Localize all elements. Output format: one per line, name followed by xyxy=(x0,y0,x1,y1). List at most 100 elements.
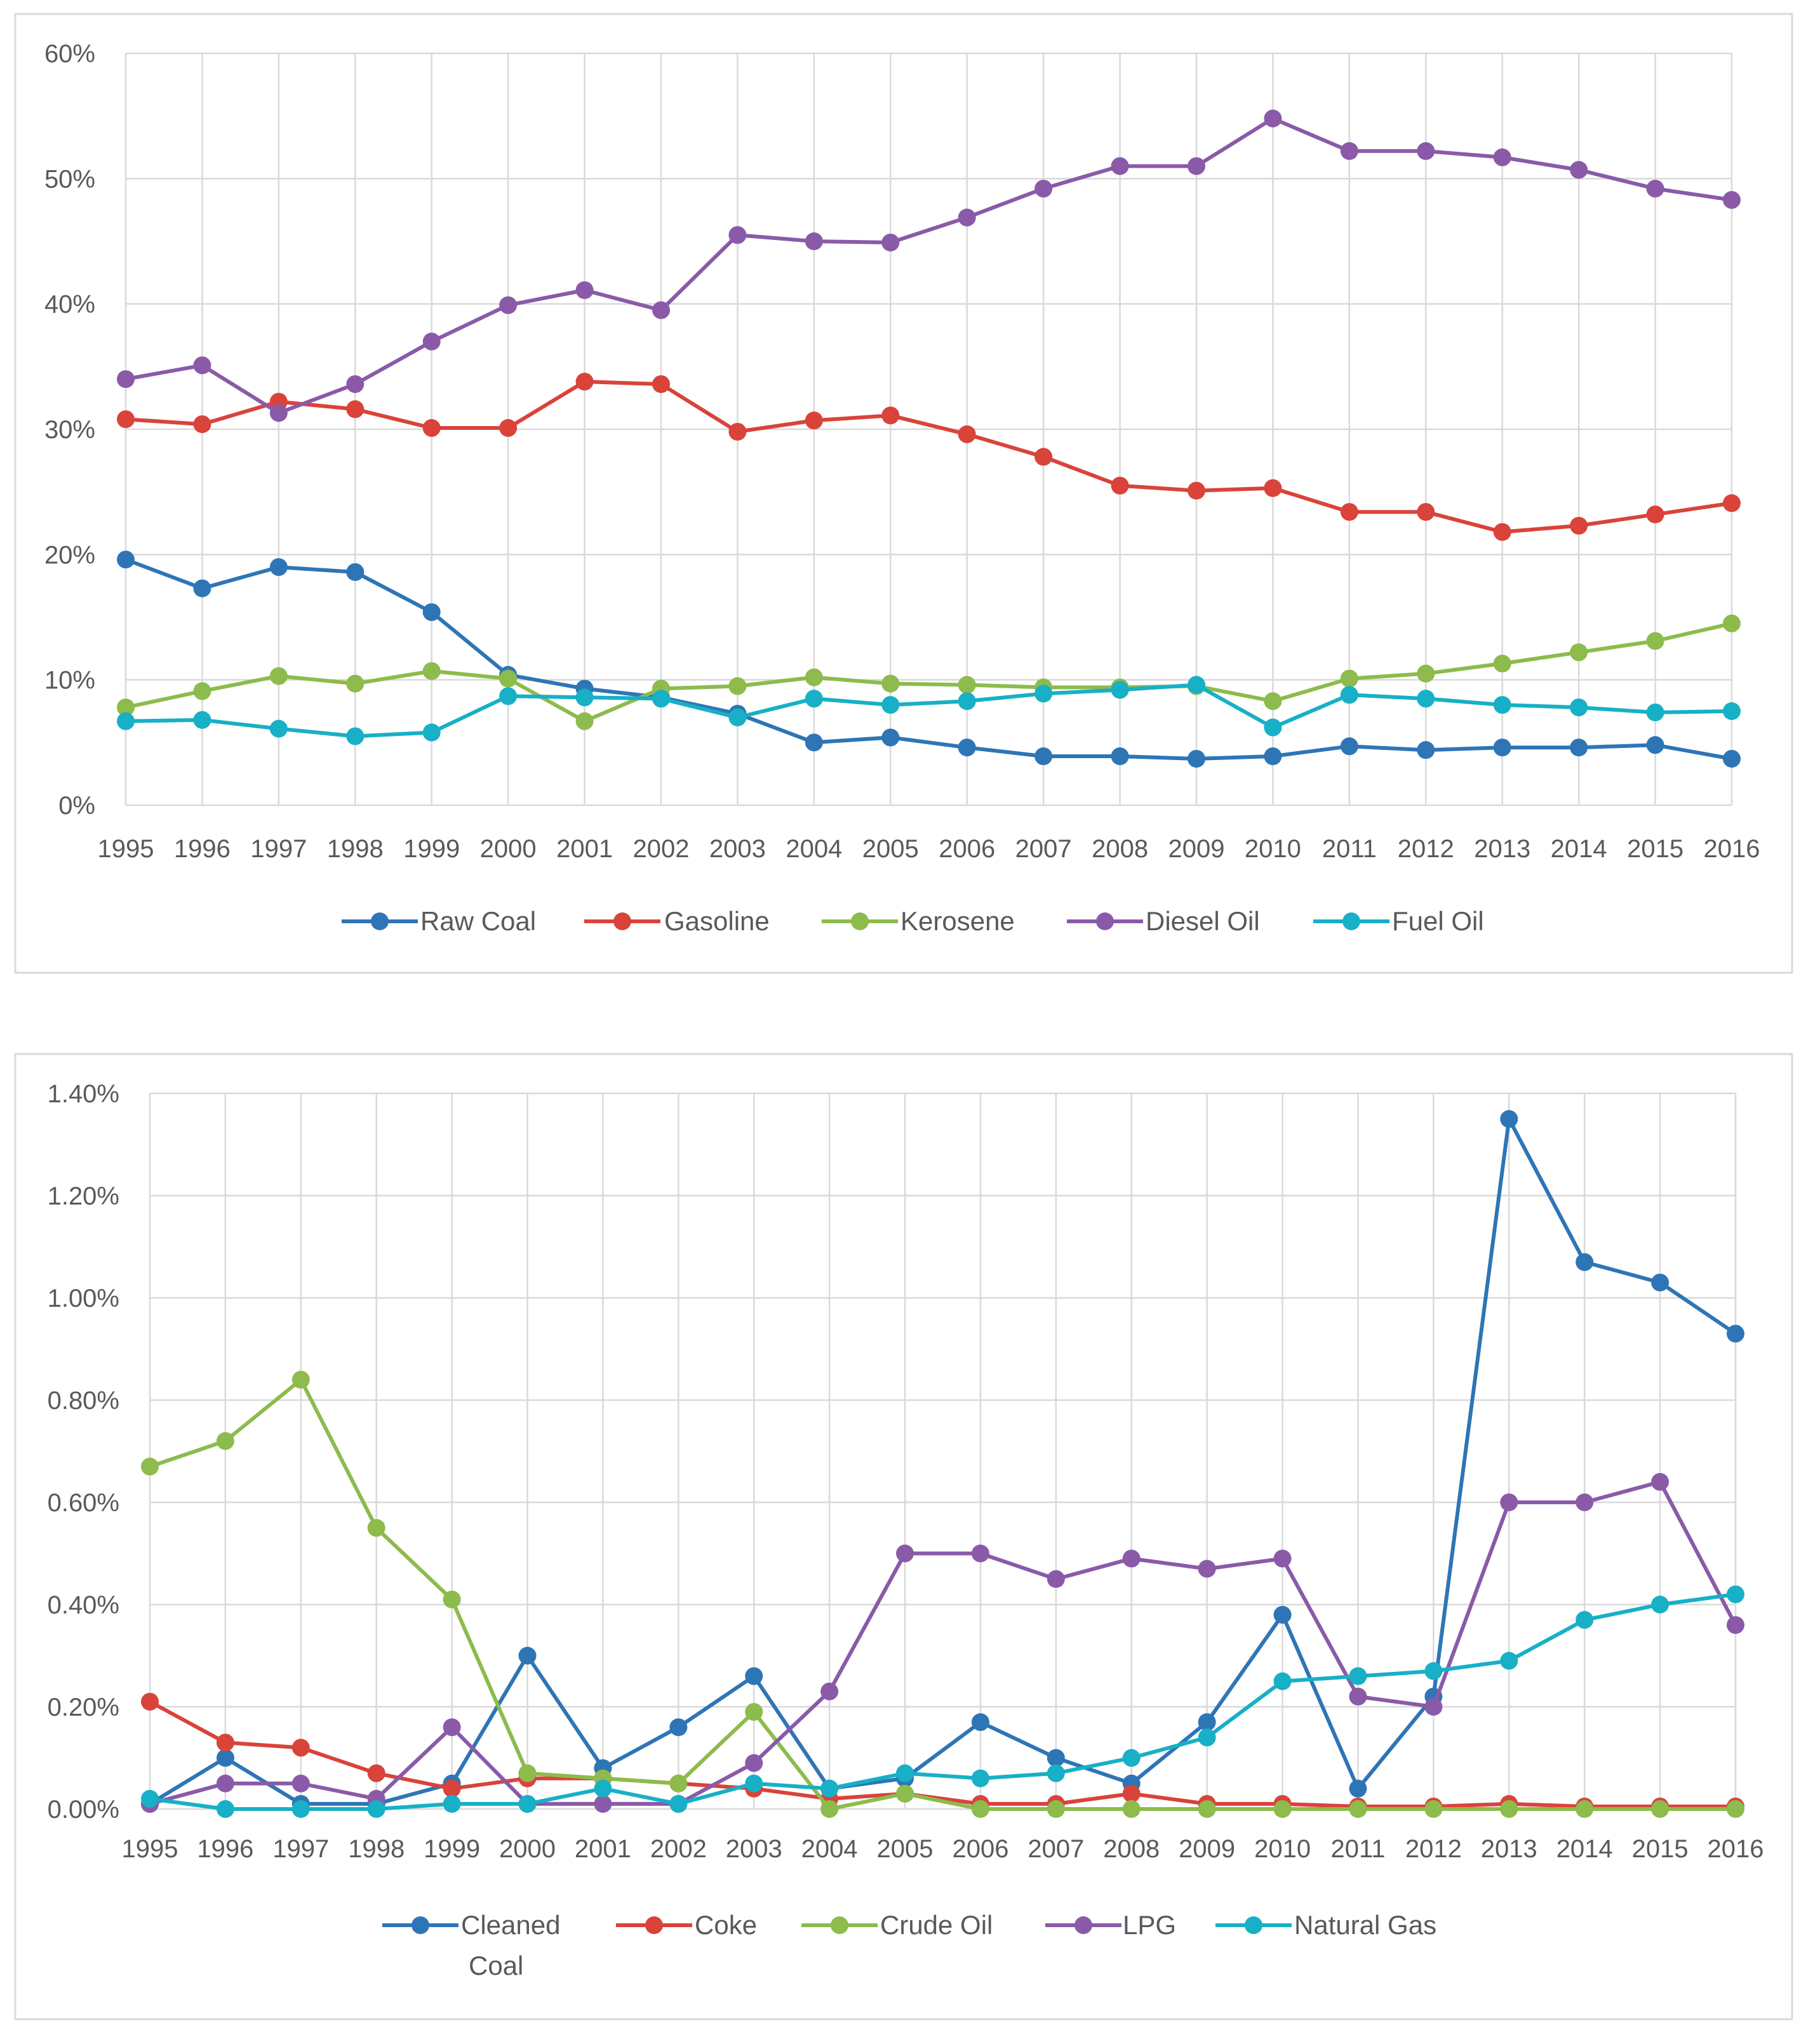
legend-item-lpg: LPG xyxy=(1045,1910,1176,1940)
data-point xyxy=(896,1544,914,1563)
legend-item-coke: Coke xyxy=(616,1910,757,1940)
data-point xyxy=(269,404,288,422)
data-point xyxy=(291,1774,310,1793)
x-tick-label: 2008 xyxy=(1103,1835,1160,1863)
legend-swatch-marker xyxy=(412,1916,429,1934)
data-point xyxy=(1723,702,1741,720)
x-tick-label: 2009 xyxy=(1179,1835,1235,1863)
x-tick-label: 2000 xyxy=(480,835,537,863)
data-point xyxy=(958,738,976,757)
data-point xyxy=(971,1544,989,1563)
series-line xyxy=(124,558,1732,761)
data-point xyxy=(805,690,823,708)
x-tick-label: 1996 xyxy=(197,1835,253,1863)
data-point xyxy=(958,692,976,711)
data-point xyxy=(367,1800,385,1818)
legend-swatch-marker xyxy=(851,912,869,930)
x-tick-label: 1998 xyxy=(348,1835,405,1863)
data-point xyxy=(958,208,976,227)
data-point xyxy=(1047,1800,1065,1818)
data-point xyxy=(1651,1596,1669,1613)
legend-label: Coke xyxy=(695,1910,757,1940)
data-point xyxy=(422,332,441,351)
x-tick-label: 2002 xyxy=(650,1835,707,1863)
legend-label: Fuel Oil xyxy=(1392,906,1484,936)
y-tick-label: 0.20% xyxy=(48,1693,119,1721)
data-point xyxy=(1264,479,1282,497)
data-point xyxy=(1111,157,1129,175)
data-point xyxy=(652,690,670,708)
data-point xyxy=(1424,1698,1443,1716)
data-point xyxy=(141,1457,159,1476)
x-tick-label: 2007 xyxy=(1015,835,1072,863)
data-point xyxy=(1188,676,1205,694)
x-tick-label: 2010 xyxy=(1254,1835,1311,1863)
data-point xyxy=(1273,1800,1292,1818)
data-point xyxy=(499,669,518,688)
data-point xyxy=(820,1682,839,1700)
data-point xyxy=(422,662,441,680)
legend-label: Raw Coal xyxy=(420,906,536,936)
data-point xyxy=(117,410,135,429)
data-point xyxy=(422,723,441,742)
data-point xyxy=(291,1370,310,1389)
series-gasoline xyxy=(117,373,1741,541)
data-point xyxy=(1493,655,1511,673)
data-point xyxy=(669,1794,688,1813)
data-point xyxy=(1570,643,1588,662)
legend-label: Diesel Oil xyxy=(1146,906,1260,936)
data-point xyxy=(499,296,518,314)
legend-swatch-marker xyxy=(645,1916,663,1934)
legend-item-fuel-oil: Fuel Oil xyxy=(1313,906,1484,936)
data-point xyxy=(594,1779,612,1798)
data-point xyxy=(1122,1549,1141,1568)
y-tick-label: 30% xyxy=(44,416,95,444)
x-tick-label: 1997 xyxy=(250,835,307,863)
data-point xyxy=(958,425,976,443)
x-tick-label: 1999 xyxy=(403,835,460,863)
data-point xyxy=(269,667,288,685)
legend-item-natural-gas: Natural Gas xyxy=(1215,1910,1436,1940)
data-point xyxy=(805,411,823,430)
data-point xyxy=(518,1646,537,1665)
series-diesel-oil xyxy=(117,109,1741,422)
data-point xyxy=(1340,686,1358,704)
data-point xyxy=(652,375,670,393)
data-point xyxy=(958,676,976,694)
series-cleaned-coal xyxy=(141,1110,1744,1813)
data-point xyxy=(1723,749,1741,768)
series-line xyxy=(125,621,1732,723)
x-tick-label: 2006 xyxy=(952,1835,1008,1863)
data-point xyxy=(499,419,518,437)
x-tick-label: 1999 xyxy=(424,1835,480,1863)
data-point xyxy=(1646,632,1664,650)
legend-label-line: Coal xyxy=(469,1951,523,1980)
y-tick-label: 0% xyxy=(58,792,95,820)
data-point xyxy=(1111,476,1129,495)
data-point xyxy=(1198,1800,1216,1818)
y-tick-label: 1.20% xyxy=(48,1182,119,1210)
legend-swatch-marker xyxy=(1096,912,1114,930)
y-tick-label: 1.00% xyxy=(48,1285,119,1312)
series-line xyxy=(149,1700,1736,1808)
legend-label: Crude Oil xyxy=(880,1910,993,1940)
data-point xyxy=(346,727,365,745)
data-point xyxy=(1570,698,1588,717)
data-point xyxy=(728,422,747,441)
data-point xyxy=(1047,1749,1065,1767)
x-tick-label: 2015 xyxy=(1632,1835,1689,1863)
data-point xyxy=(422,419,441,437)
data-point xyxy=(1417,503,1435,521)
series-line xyxy=(149,1592,1736,1811)
data-point xyxy=(216,1432,234,1450)
data-point xyxy=(971,1769,989,1787)
data-point xyxy=(1723,614,1741,632)
data-point xyxy=(1122,1784,1141,1803)
y-tick-label: 0.00% xyxy=(48,1796,119,1824)
data-point xyxy=(1493,738,1511,757)
x-tick-label: 2006 xyxy=(939,835,995,863)
data-point xyxy=(1723,190,1741,209)
data-point xyxy=(1198,1559,1216,1578)
data-point xyxy=(1576,1253,1594,1271)
